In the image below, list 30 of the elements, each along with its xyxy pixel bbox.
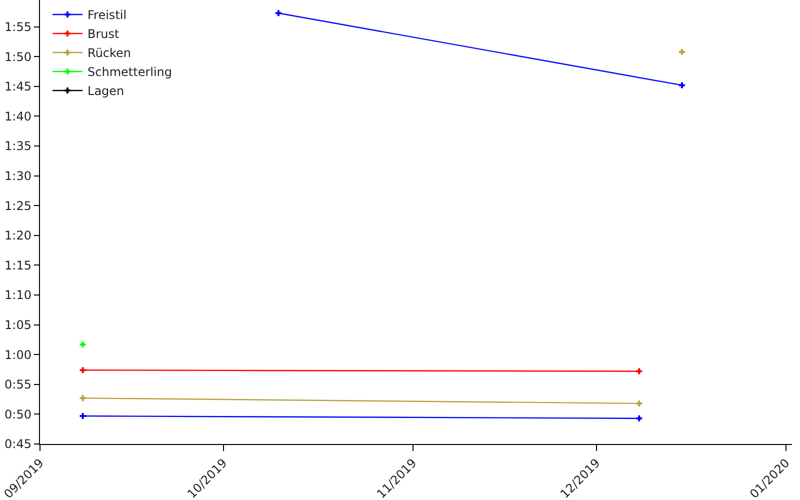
point [80, 367, 86, 374]
y-tick-label: 1:10 [4, 288, 32, 302]
y-tick-label: 1:45 [4, 80, 32, 94]
y-tick-label: 1:15 [4, 258, 32, 272]
point [678, 48, 685, 55]
y-tick-label: 0:45 [4, 437, 32, 452]
point [636, 400, 642, 406]
y-tick-label: 0:55 [4, 378, 32, 392]
legend-label: Lagen [88, 84, 124, 98]
y-tick-label: 1:35 [4, 139, 32, 154]
y-tick-label: 1:05 [4, 318, 32, 332]
y-tick-label: 1:50 [4, 50, 32, 64]
legend-label: Freistil [88, 8, 127, 22]
y-tick-label: 0:50 [4, 407, 32, 422]
legend-label: Brust [88, 27, 120, 42]
point [80, 395, 86, 402]
y-tick-label: 1:55 [4, 20, 32, 34]
point [678, 82, 685, 88]
y-tick-label: 1:20 [4, 228, 32, 243]
point [636, 415, 642, 422]
point [80, 341, 86, 348]
y-tick-label: 1:00 [4, 348, 32, 362]
point [80, 412, 86, 419]
legend-label: Rücken [88, 46, 132, 60]
y-tick-label: 1:25 [4, 198, 32, 213]
point [636, 368, 642, 374]
y-tick-label: 1:30 [4, 169, 32, 184]
y-tick-label: 1:40 [4, 109, 32, 124]
legend-label: Schmetterling [88, 65, 172, 80]
point [275, 10, 282, 16]
